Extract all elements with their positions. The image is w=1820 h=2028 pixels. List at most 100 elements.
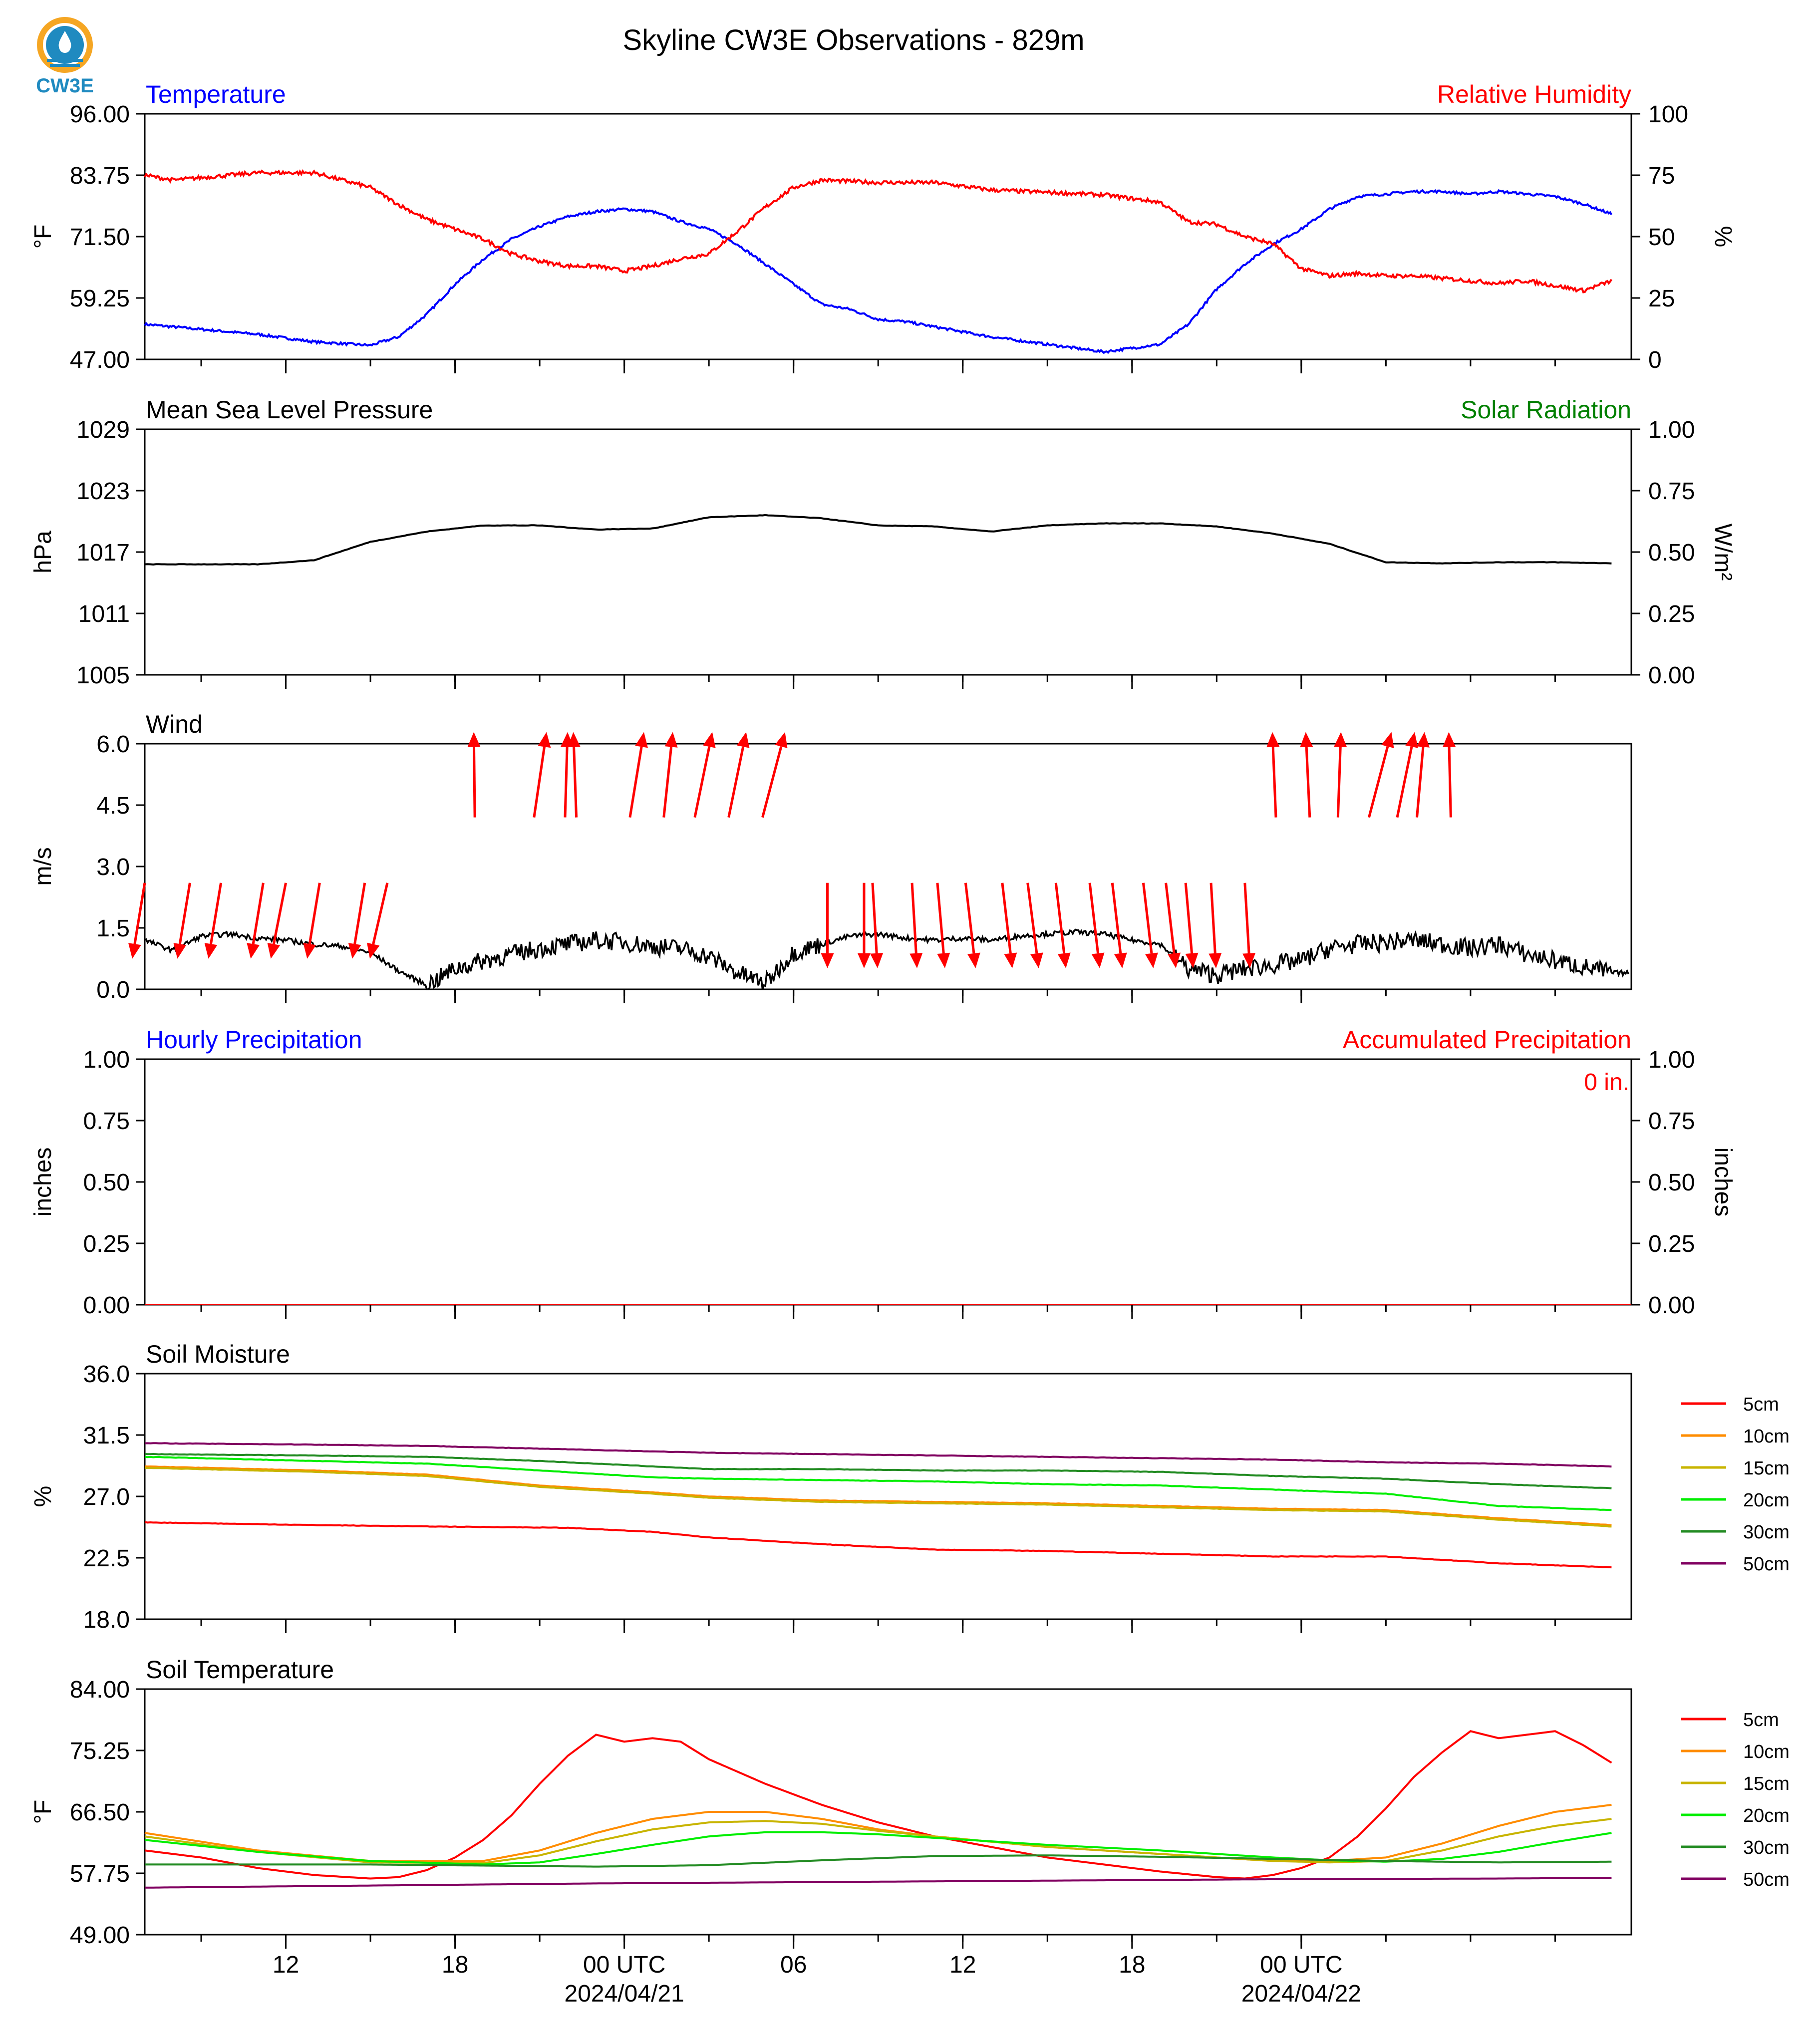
wind-arrow [267, 882, 287, 959]
x-tick-label: 12 [949, 1952, 976, 1978]
wind-arrow [173, 882, 191, 959]
y-tick-label: 18.0 [83, 1607, 130, 1633]
wind-arrow-shaft [1142, 882, 1153, 954]
wind-arrow-shaft [353, 882, 366, 944]
wind-arrow-shaft [1243, 882, 1250, 953]
wind-arrow-head [128, 943, 141, 959]
wind-arrow [567, 732, 581, 818]
y-axis-label: °F [30, 1800, 56, 1824]
wind-arrow-shaft [473, 747, 476, 818]
y-tick-label: 1.5 [96, 915, 130, 942]
wind-arrow [1209, 882, 1222, 968]
wind-arrow-head [1185, 952, 1199, 968]
wind-arrow-head [1004, 952, 1017, 968]
wind-arrow-shaft [727, 746, 745, 818]
wind-arrow [870, 882, 884, 968]
wind-arrow [1001, 882, 1017, 968]
accum-precip-total: 0 in. [1584, 1069, 1629, 1096]
legend-label: 5cm [1743, 1710, 1779, 1731]
wind-arrow [1111, 882, 1127, 968]
y-tick-label: 0.00 [83, 1292, 130, 1319]
y-axis-label-right: inches [1710, 1148, 1736, 1217]
wind-arrow [1142, 882, 1158, 968]
panel-title-left: Soil Temperature [146, 1656, 334, 1684]
humidity-line [144, 169, 1613, 293]
x-tick-label: 06 [780, 1952, 807, 1978]
wind-arrow-head [348, 943, 361, 959]
y-tick-label: 0.50 [83, 1169, 130, 1196]
soil-line-15cm [144, 1466, 1612, 1528]
wind-arrow [1300, 732, 1313, 818]
y-tick-label: 47.00 [70, 347, 130, 373]
wind-arrow [1165, 882, 1181, 968]
y-tick-label-right: 75 [1648, 163, 1675, 189]
wind-arrow-shaft [1165, 882, 1176, 954]
wind-arrow [662, 732, 678, 818]
wind-arrow [1026, 882, 1043, 968]
panel-title-left: Soil Moisture [146, 1340, 290, 1368]
y-tick-label: 31.5 [83, 1423, 130, 1449]
axes-frame [144, 1688, 1632, 1936]
panel-title-right: Relative Humidity [1437, 80, 1631, 108]
x-axis: 12 18 00 UTC 06 12 18 00 UTC 2024/04/21 2024/04/… [273, 1952, 1361, 2007]
wind-arrow [1334, 732, 1347, 818]
wind-arrow-head [1405, 732, 1418, 748]
wind-arrow-head [367, 942, 380, 959]
soil-line-30cm [145, 1854, 1612, 1868]
y-tick-label: 84.00 [70, 1677, 130, 1703]
panel-soil-temp: Soil Temperature 84.00 75.25 66.50 57.75 49.0… [30, 1656, 1632, 1949]
wind-arrow [1368, 732, 1394, 818]
legend-label: 10cm [1743, 1426, 1790, 1447]
panel-wind: Wind 6.0 4.5 3.0 1.5 0.0 m/s [30, 710, 1632, 1003]
y-tick-label: 1.00 [83, 1047, 130, 1073]
soil-moisture-legend: 5cm 10cm 15cm 20cm 30cm 50cm [1681, 1394, 1790, 1575]
y-tick-label: 1023 [76, 478, 130, 505]
wind-arrow-head [173, 943, 187, 959]
y-axis-label: m/s [30, 847, 56, 885]
wind-arrow-head [664, 732, 678, 748]
wind-arrow [1184, 882, 1199, 968]
y-tick-label: 0.75 [83, 1108, 130, 1135]
wind-arrow-shaft [133, 882, 146, 944]
wind-arrow-head [1168, 952, 1181, 968]
axes-frame [144, 428, 1632, 676]
wind-arrow-shaft [564, 747, 569, 818]
wind-arrow [247, 882, 265, 959]
wind-arrow-shaft [1305, 747, 1311, 818]
wind-arrow [1242, 882, 1256, 968]
wind-arrow [693, 732, 716, 818]
wind-arrow-head [1242, 953, 1256, 968]
axes-frame [144, 1058, 1632, 1306]
y-tick-label: 0.25 [83, 1231, 130, 1257]
wind-arrow-shaft [1210, 882, 1216, 953]
wind-arrow-head [1030, 952, 1043, 968]
wind-arrow-head [1209, 953, 1222, 968]
panel-title-left: Mean Sea Level Pressure [146, 396, 433, 424]
y-tick-label: 0.0 [96, 977, 130, 1003]
wind-arrow [1416, 732, 1430, 818]
y-tick-label-right: 0.25 [1648, 1231, 1695, 1257]
wind-arrow-head [967, 952, 980, 968]
y-tick-label: 1005 [76, 662, 130, 689]
panel-title-left: Wind [146, 710, 203, 738]
y-tick-label: 36.0 [83, 1361, 130, 1388]
y-tick-label: 59.25 [70, 286, 130, 312]
wind-arrow-head [467, 732, 481, 747]
wind-arrow-shaft [1054, 882, 1066, 954]
y-tick-label: 83.75 [70, 163, 130, 189]
x-tick-label: 18 [1119, 1952, 1145, 1978]
y-tick-label: 6.0 [96, 731, 130, 758]
wind-arrow [1266, 732, 1280, 818]
y-tick-label-right: 0.50 [1648, 1169, 1695, 1196]
wind-arrow [303, 882, 321, 959]
y-tick-label: 57.75 [70, 1861, 130, 1887]
wind-arrow [628, 732, 648, 818]
wind-arrow-shaft [761, 746, 783, 818]
wind-arrow-shaft [1336, 747, 1342, 818]
wind-arrow-shaft [209, 882, 223, 944]
wind-arrow-shaft [1448, 747, 1452, 818]
wind-arrow-head [821, 953, 834, 968]
x-tick-label: 12 [273, 1952, 299, 1978]
wind-arrow-shaft [1111, 882, 1122, 954]
